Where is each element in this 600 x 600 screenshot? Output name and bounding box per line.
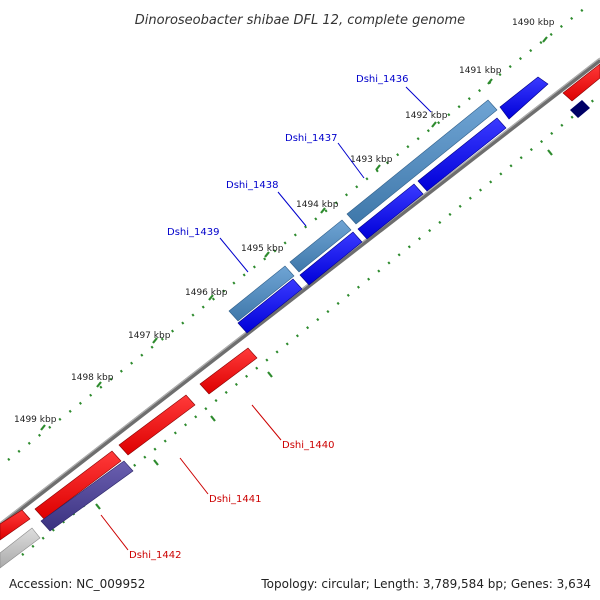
tick-label-1497: 1497 kbp	[128, 331, 171, 341]
gene-label-dshi-1436[interactable]: Dshi_1436	[356, 74, 408, 85]
tick-label-1498: 1498 kbp	[71, 373, 114, 383]
gene-label-dshi-1437[interactable]: Dshi_1437	[285, 133, 337, 144]
gene-label-dshi-1438[interactable]: Dshi_1438	[226, 180, 278, 191]
accession-text: Accession: NC_009952	[9, 577, 146, 591]
tick-label-1491: 1491 kbp	[459, 66, 502, 76]
reverse-genes-track	[0, 63, 600, 569]
gene-feature-dshi-1442[interactable]	[40, 460, 134, 532]
gene-feature-dshi-1436[interactable]	[346, 99, 498, 225]
feature-dark-top-right[interactable]	[570, 100, 590, 118]
cds-feature-dshi-1440[interactable]	[199, 347, 258, 395]
cds-feature-dshi-1436[interactable]	[499, 76, 549, 120]
gene-labels: Dshi_1436 Dshi_1437 Dshi_1438 Dshi_1439 …	[129, 74, 408, 561]
map-title: Dinoroseobacter shibae DFL 12, complete …	[135, 13, 465, 28]
tick-label-1494: 1494 kbp	[296, 200, 339, 210]
tick-label-1499: 1499 kbp	[14, 415, 57, 425]
forward-genes-track	[228, 76, 549, 334]
tick-labels: 1490 kbp 1491 kbp 1492 kbp 1493 kbp 1494…	[14, 18, 555, 425]
major-tick-marks	[40, 36, 553, 510]
tick-label-1495: 1495 kbp	[241, 244, 284, 254]
tick-label-1493: 1493 kbp	[350, 155, 393, 165]
gene-label-dshi-1442[interactable]: Dshi_1442	[129, 550, 181, 561]
tick-label-1490: 1490 kbp	[512, 18, 555, 28]
cds-feature-dshi-1438[interactable]	[357, 183, 424, 240]
gene-feature-dshi-1439[interactable]	[228, 265, 295, 322]
cds-feature-dshi-1441[interactable]	[118, 394, 196, 456]
cds-feature-left-edge[interactable]	[0, 509, 31, 541]
cds-feature-dshi-1437[interactable]	[417, 117, 507, 192]
genome-summary-text: Topology: circular; Length: 3,789,584 bp…	[261, 577, 591, 591]
genome-backbone	[0, 57, 600, 527]
gene-label-dshi-1441[interactable]: Dshi_1441	[209, 494, 261, 505]
gene-label-dshi-1439[interactable]: Dshi_1439	[167, 227, 219, 238]
tick-label-1492: 1492 kbp	[405, 111, 448, 121]
feature-grey-left-edge[interactable]	[0, 527, 41, 569]
cds-feature-dshi-1439a[interactable]	[299, 231, 363, 286]
tick-label-1496: 1496 kbp	[185, 288, 228, 298]
cds-feature-dshi-1442[interactable]	[34, 450, 122, 520]
cds-feature-dshi-1439b[interactable]	[237, 278, 303, 334]
label-callouts	[100, 86, 432, 551]
gene-label-dshi-1440[interactable]: Dshi_1440	[282, 440, 334, 451]
gene-feature-dshi-1437[interactable]	[289, 219, 352, 273]
cds-feature-top-right[interactable]	[562, 63, 600, 102]
